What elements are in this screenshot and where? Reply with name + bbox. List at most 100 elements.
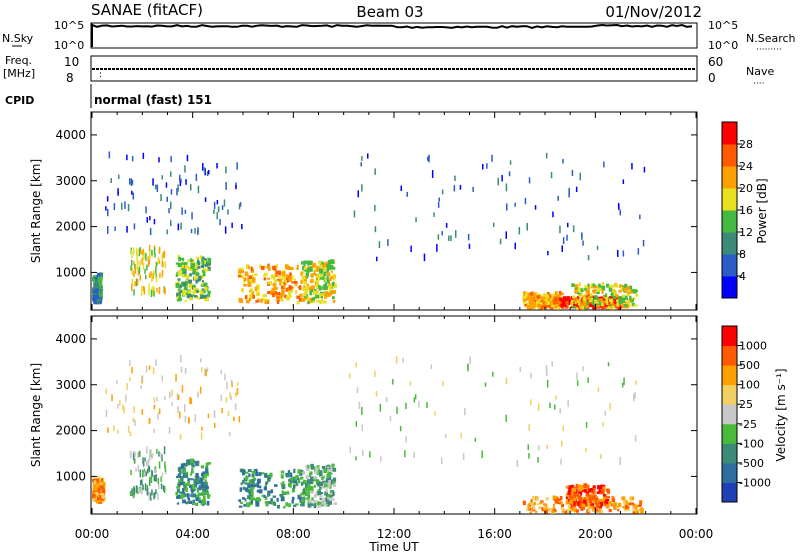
data-cell [193,295,198,298]
data-cell [151,291,154,296]
data-cell [267,277,270,280]
data-cell [355,456,357,461]
data-cell [181,493,185,498]
data-cell [549,402,551,409]
data-cell [110,178,112,183]
data-cell [635,380,637,385]
data-cell [197,265,201,269]
data-cell [140,249,142,255]
data-cell [374,205,376,212]
data-cell [193,488,196,491]
data-cell [159,272,161,278]
data-cell [177,467,182,472]
data-cell [255,471,259,477]
data-cell [252,497,256,501]
data-cell [524,197,527,205]
data-cell [619,209,621,216]
data-cell [283,284,286,289]
data-cell [601,289,604,294]
data-cell [484,382,487,387]
data-cell [250,489,254,493]
data-cell [600,502,603,507]
data-cell [286,491,290,495]
data-cell [242,497,245,500]
power-colorbar-label: Power [dB] [755,178,769,243]
data-cell [617,509,620,512]
data-cell [585,301,589,305]
data-cell [134,419,136,426]
data-cell [321,297,324,302]
data-cell [299,471,303,474]
data-cell [319,264,323,269]
data-cell [213,201,216,209]
data-cell [196,290,199,293]
data-cell [189,294,193,299]
data-cell [316,273,319,278]
data-cell [187,259,190,263]
data-cell [611,289,616,294]
data-cell [538,506,542,510]
data-cell [299,493,303,498]
data-cell [546,303,551,308]
data-cell [99,296,102,299]
data-cell [566,498,569,502]
data-cell [175,274,179,277]
data-cell [614,294,619,297]
data-cell [240,288,245,292]
data-cell [170,171,172,177]
data-cell [572,225,575,233]
colorbar-swatch [722,326,737,347]
velocity-marks [92,355,644,514]
data-cell [558,501,563,505]
data-cell [277,270,281,276]
data-cell [585,498,590,502]
data-cell [622,250,625,257]
data-cell [204,481,207,486]
data-cell [151,249,153,256]
data-cell [155,489,157,495]
data-cell [307,261,310,266]
data-cell [570,507,574,512]
data-cell [548,508,553,512]
data-cell [320,293,325,296]
data-cell [578,495,582,500]
data-cell [93,285,96,291]
data-cell [202,471,207,476]
colorbar-tick-label: -500 [739,457,764,470]
data-cell [177,293,181,299]
data-cell [552,503,555,508]
data-cell [302,287,306,292]
data-cell [622,294,625,298]
data-cell [156,287,158,293]
x-axis-label: Time UT [368,540,419,554]
data-cell [328,476,332,481]
data-cell [251,471,256,474]
data-cell [184,273,187,277]
data-cell [533,502,536,505]
data-cell [147,462,150,468]
data-cell [602,486,606,491]
beam-title: Beam 03 [356,3,423,21]
data-cell [188,498,191,504]
data-cell [376,256,378,262]
data-cell [526,508,530,511]
data-cell [329,492,332,496]
data-cell [142,152,145,159]
data-cell [140,385,142,390]
data-cell [582,240,584,246]
data-cell [301,501,305,507]
data-cell [581,502,586,508]
data-cell [142,469,144,478]
data-cell [141,250,144,255]
data-cell [198,485,202,491]
data-cell [316,278,319,282]
data-cell [519,367,521,372]
data-cell [623,500,626,505]
data-cell [179,174,181,181]
data-cell [329,272,332,276]
y-tick-label: 4000 [55,128,86,142]
data-cell [528,424,530,431]
data-cell [621,496,626,501]
data-cell [192,290,197,294]
data-cell [156,184,159,192]
